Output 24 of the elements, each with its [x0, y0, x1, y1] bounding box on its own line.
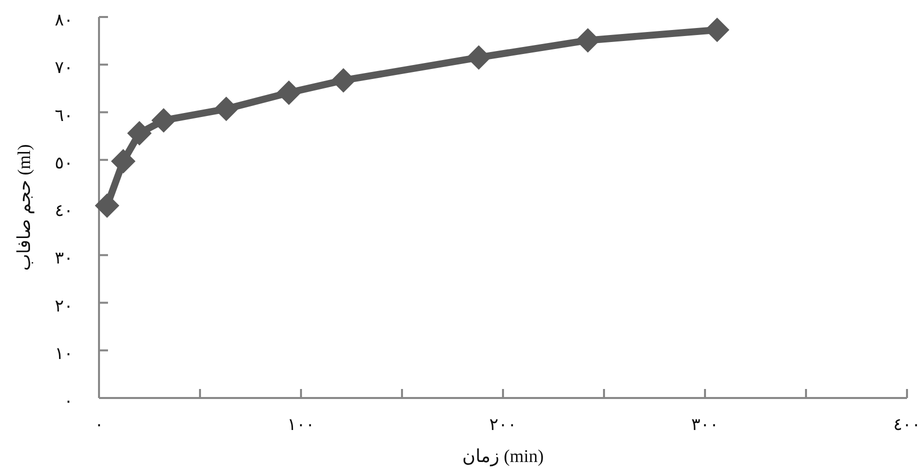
y-tick-label: ٤٠ [54, 201, 73, 220]
y-axis-title: حجم صافاب (ml) [14, 144, 35, 271]
y-tick-label: ٥٠ [54, 153, 73, 172]
y-tick-label: ٨٠ [54, 10, 73, 30]
x-tick-label: ١٠٠ [287, 415, 315, 434]
point [94, 193, 120, 218]
x-tick-label: ٣٠٠ [691, 415, 719, 434]
y-tick-label: ٢٠ [54, 296, 73, 316]
x-tick-label: ٠ [94, 415, 104, 434]
x-axis-title: زمان (min) [462, 446, 544, 467]
y-tick-label: ١٠ [54, 344, 73, 363]
point [331, 68, 356, 93]
point [276, 80, 302, 105]
point [151, 108, 176, 133]
point [110, 149, 136, 174]
point [214, 96, 239, 122]
y-tick-label: ٠ [64, 392, 73, 410]
point [127, 120, 152, 146]
point [466, 45, 492, 70]
x-tick-label: ٤٠٠ [893, 415, 921, 434]
y-tick-label: ٧٠ [54, 58, 73, 78]
x-tick-label: ٢٠٠ [489, 415, 517, 434]
y-tick-label: ٣٠ [54, 248, 73, 268]
y-tick-label: ٦٠ [54, 106, 73, 125]
